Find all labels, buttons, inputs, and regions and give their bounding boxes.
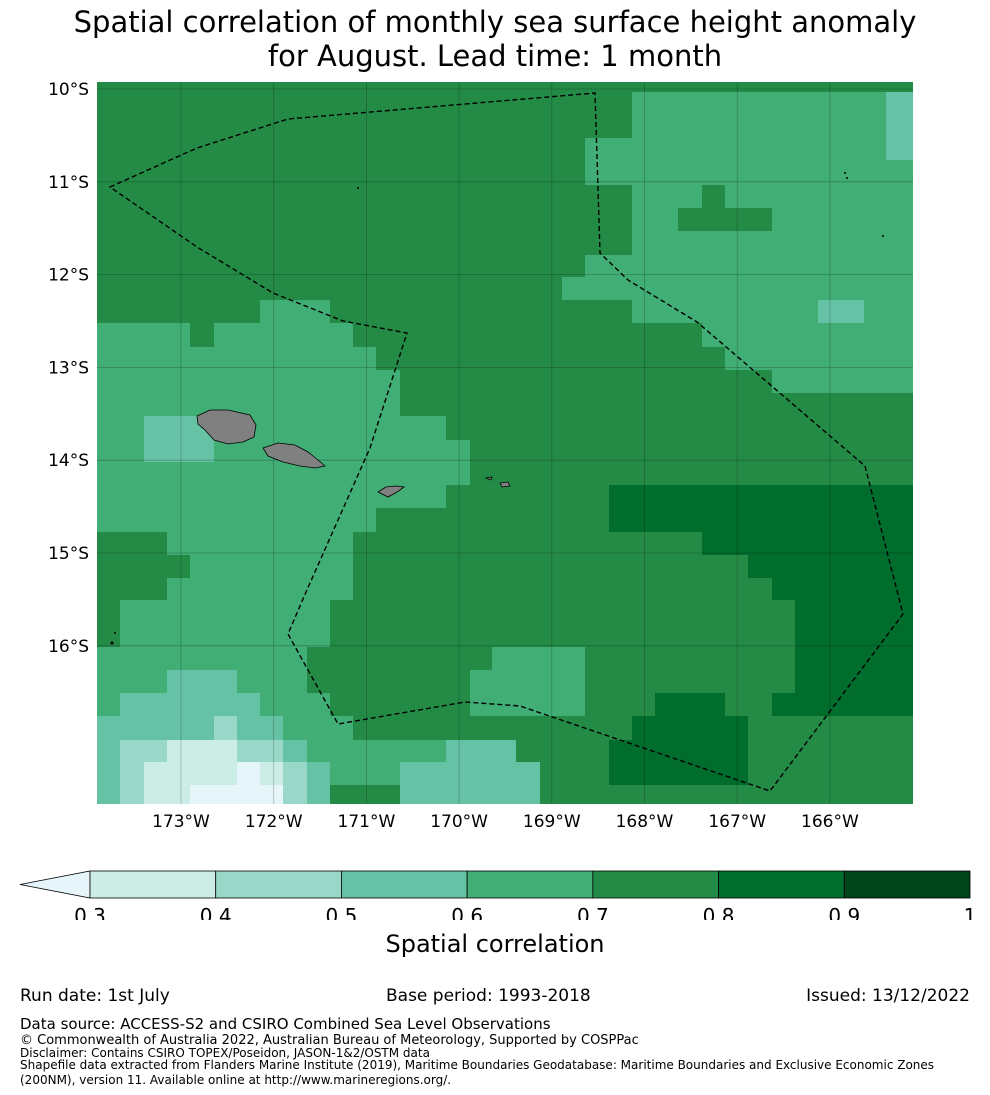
- field-region-0-7e: [97, 532, 190, 647]
- field-region-0-7a: [678, 185, 772, 231]
- field-region-0-5c: [144, 416, 214, 462]
- field-region-0-7d: [748, 716, 913, 804]
- colorbar-segment: [215, 870, 342, 899]
- latitude-labels: 10°S 11°S 12°S 13°S 14°S 15°S 16°S: [48, 80, 89, 657]
- longitude-label: 170°W: [430, 812, 488, 832]
- island-savaii: [196, 409, 257, 445]
- colorbar-tick-label: 0.3: [74, 904, 106, 920]
- field-region-below-0-3: [190, 762, 283, 804]
- field-region-0-8b: [609, 693, 748, 785]
- island-manua-1: [484, 476, 493, 481]
- colorbar-tick-label: 0.8: [703, 904, 735, 920]
- longitude-label: 167°W: [708, 812, 766, 832]
- issued-date: Issued: 13/12/2022: [806, 986, 970, 1006]
- colorbar-extend-triangle: [19, 870, 91, 899]
- colorbar-segment: [89, 870, 217, 899]
- shapefile-credit-1: Shapefile data extracted from Flanders M…: [20, 1058, 935, 1072]
- field-region-0-3: [144, 740, 283, 804]
- island-atoll-ne-2: [846, 177, 848, 179]
- field-region-0-5b: [818, 300, 864, 323]
- colorbar-tick-label: 0.4: [200, 904, 232, 920]
- eez-boundary: [108, 92, 904, 792]
- longitude-label: 173°W: [152, 812, 210, 832]
- longitude-label: 169°W: [523, 812, 581, 832]
- colorbar-tick-label: 0.5: [326, 904, 358, 920]
- latitude-label: 13°S: [48, 358, 89, 378]
- longitude-label: 168°W: [616, 812, 674, 832]
- colorbar-segment: [843, 870, 971, 899]
- latitude-label: 15°S: [48, 544, 89, 564]
- colorbar-label: Spatial correlation: [385, 930, 605, 958]
- map-figure: 10°S11°S12°S13°S14°S15°S16°S 173°W 172°W 1…: [19, 80, 977, 920]
- island-atoll-sw-1: [110, 641, 114, 645]
- island-upolu: [262, 442, 326, 469]
- colorbar-segment: [718, 870, 845, 899]
- field-region-0-8a: [609, 485, 913, 716]
- latitude-label: 11°S: [48, 173, 89, 193]
- correlation-map: [97, 82, 913, 804]
- disclaimer: Disclaimer: Contains CSIRO TOPEX/Poseido…: [20, 1046, 430, 1060]
- colorbar-segment: [341, 870, 468, 899]
- field-region-0-7b: [772, 393, 913, 485]
- island-tutuila: [377, 485, 406, 498]
- map-title-line-2: for August. Lead time: 1 month: [267, 39, 723, 73]
- longitude-label: 171°W: [338, 812, 396, 832]
- latitude-label: 14°S: [48, 451, 89, 471]
- data-source: Data source: ACCESS-S2 and CSIRO Combine…: [20, 1015, 551, 1033]
- colorbar-tick-label: 1: [964, 904, 977, 920]
- map-title-line-1: Spatial correlation of monthly sea surfa…: [73, 5, 917, 39]
- field-region-0-5a: [886, 92, 913, 160]
- island-atoll-ne-3: [882, 235, 884, 237]
- colorbar-segment: [592, 870, 719, 899]
- gridlines: [97, 82, 913, 804]
- island-atoll-ne-1: [844, 172, 846, 174]
- latitude-label: 16°S: [48, 637, 89, 657]
- land-masses: [110, 172, 884, 645]
- colorbar: 0.3 0.4 0.5 0.6 0.7 0.8 0.9 1: [19, 870, 977, 920]
- island-atoll-sw-2: [114, 632, 116, 634]
- longitude-labels: 173°W 172°W 171°W 170°W 169°W 168°W 167°W 166°W: [152, 812, 859, 832]
- field-region-sc: [470, 647, 585, 716]
- run-date: Run date: 1st July: [20, 986, 170, 1006]
- longitude-label: 166°W: [801, 812, 859, 832]
- shapefile-credit-2: (200NM), version 11. Available online at…: [20, 1073, 452, 1087]
- colorbar-tick-label: 0.6: [451, 904, 483, 920]
- colorbar-segment: [466, 870, 594, 899]
- base-period: Base period: 1993-2018: [386, 986, 591, 1006]
- island-manua-2: [499, 481, 511, 488]
- longitude-label: 172°W: [245, 812, 303, 832]
- island-swains: [357, 187, 359, 189]
- copyright: © Commonwealth of Australia 2022, Austra…: [20, 1033, 639, 1048]
- colorbar-tick-label: 0.9: [828, 904, 860, 920]
- latitude-label: 12°S: [48, 266, 89, 286]
- colorbar-tick-label: 0.7: [577, 904, 609, 920]
- latitude-label: 10°S: [48, 80, 89, 100]
- field-region-0-5e: [400, 740, 540, 804]
